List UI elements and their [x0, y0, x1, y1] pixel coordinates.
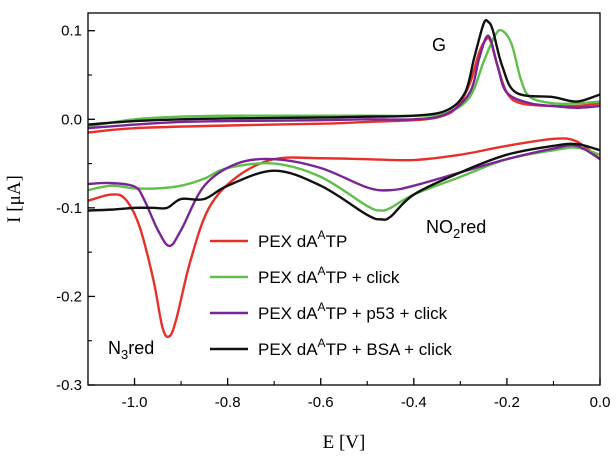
- legend-label-pre: PEX dA: [258, 268, 318, 287]
- plot-frame: [87, 12, 601, 386]
- x-tick-label: -0.8: [215, 394, 241, 411]
- series-4-reverse-line: [88, 142, 600, 221]
- annotation-n3red: N3red: [108, 338, 154, 362]
- legend-label-post: TP: [326, 232, 348, 251]
- x-tick-label: -0.6: [308, 394, 334, 411]
- legend-label-post: TP + p53 + click: [326, 304, 448, 323]
- annotation-no2red: NO2red: [426, 217, 486, 241]
- series-2-reverse-line: [88, 146, 600, 212]
- series-2-forward-line: [88, 28, 600, 128]
- legend-item: PEX dAATP + p53 + click: [210, 300, 448, 323]
- y-tick-label: -0.3: [56, 377, 82, 394]
- series-1-reverse-line: [88, 137, 600, 339]
- legend-label-post: TP + BSA + click: [326, 340, 453, 359]
- legend-label-pre: PEX dA: [258, 304, 318, 323]
- y-axis-ticks: -0.3 -0.2 -0.1 0.0 0.1: [56, 23, 95, 394]
- x-axis-title: E [V]: [323, 432, 366, 453]
- legend-label-sup: A: [318, 228, 326, 242]
- legend-label-pre: PEX dA: [258, 232, 318, 251]
- x-tick-label: -0.4: [401, 394, 427, 411]
- annotation-n3red-sub: 3: [121, 347, 128, 362]
- x-axis-ticks: -1.0 -0.8 -0.6 -0.4 -0.2 0.0: [87, 378, 611, 411]
- legend-label-post: TP + click: [326, 268, 400, 287]
- legend-label-pre: PEX dA: [258, 340, 318, 359]
- legend-label-sup: A: [318, 336, 326, 350]
- x-tick-label: -1.0: [122, 394, 148, 411]
- annotation-g: G: [432, 35, 446, 55]
- legend-item: PEX dAATP: [210, 228, 347, 251]
- annotation-no2red-main: NO: [426, 217, 453, 237]
- y-tick-label: -0.2: [56, 288, 82, 305]
- annotation-no2red-tail: red: [460, 217, 486, 237]
- legend-item: PEX dAATP + click: [210, 264, 400, 287]
- legend-label: PEX dAATP + p53 + click: [258, 300, 448, 323]
- legend-item: PEX dAATP + BSA + click: [210, 336, 452, 359]
- annotation-n3red-tail: red: [128, 338, 154, 358]
- legend-label-sup: A: [318, 264, 326, 278]
- series-1-forward-line: [88, 36, 600, 134]
- legend-label: PEX dAATP + click: [258, 264, 400, 287]
- y-tick-label: -0.1: [56, 200, 82, 217]
- annotation-n3red-main: N: [108, 338, 121, 358]
- x-tick-label: -0.2: [494, 394, 520, 411]
- series-4-forward-line: [88, 18, 600, 126]
- legend-label-sup: A: [318, 300, 326, 314]
- legend-label: PEX dAATP: [258, 228, 347, 251]
- y-tick-label: 0.1: [61, 23, 82, 40]
- series-3-reverse-line: [88, 144, 600, 248]
- annotation-no2red-sub: 2: [453, 226, 460, 241]
- y-axis-title: I [μA]: [4, 175, 25, 223]
- x-tick-label: 0.0: [590, 394, 611, 411]
- y-tick-label: 0.0: [61, 111, 82, 128]
- series-3-forward-line: [88, 34, 600, 130]
- series-layer: [88, 18, 600, 339]
- legend-label: PEX dAATP + BSA + click: [258, 336, 452, 359]
